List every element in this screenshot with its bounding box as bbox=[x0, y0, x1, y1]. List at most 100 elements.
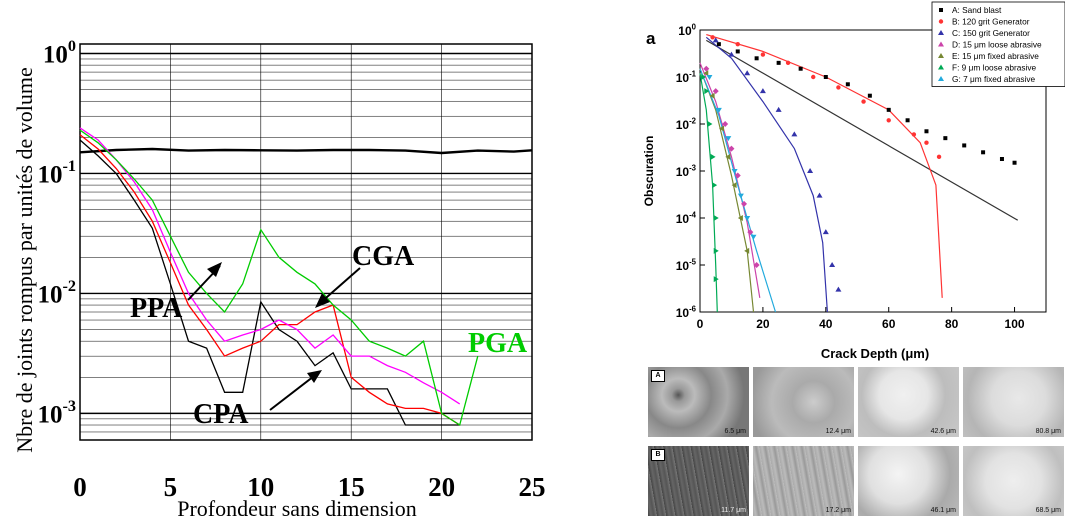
right-data-point bbox=[725, 136, 732, 142]
left-grid bbox=[80, 44, 532, 441]
right-data-point bbox=[731, 182, 737, 189]
right-data-point bbox=[943, 136, 948, 141]
left-y-tick-label: 10-2 bbox=[37, 277, 76, 308]
right-data-point bbox=[760, 52, 766, 57]
annotation-cpa-arrowhead bbox=[307, 370, 322, 383]
micrograph-panel: A 6.5 μm bbox=[648, 367, 749, 437]
right-data-point bbox=[886, 107, 891, 112]
legend-marker bbox=[938, 41, 944, 47]
right-data-point bbox=[776, 60, 781, 65]
left-series-cga bbox=[79, 127, 461, 405]
right-fit-line bbox=[705, 36, 828, 313]
left-x-tick-label: 5 bbox=[164, 472, 178, 502]
legend-marker bbox=[939, 8, 943, 12]
legend-label: E: 15 μm fixed abrasive bbox=[952, 51, 1039, 61]
legend-label: D: 15 μm loose abrasive bbox=[952, 40, 1042, 50]
legend-marker bbox=[938, 64, 944, 70]
right-data-point bbox=[835, 286, 842, 292]
right-data-point bbox=[728, 145, 735, 152]
right-data-point bbox=[744, 247, 750, 254]
annotation-cpa: CPA bbox=[193, 399, 249, 430]
micrograph-caption: 68.5 μm bbox=[1035, 507, 1061, 514]
micrograph-caption: 12.4 μm bbox=[825, 428, 851, 435]
right-data-point bbox=[1012, 160, 1017, 165]
right-data-point bbox=[713, 247, 719, 254]
right-data-point bbox=[735, 49, 740, 54]
legend-marker bbox=[938, 30, 944, 35]
right-x-tick-label: 20 bbox=[756, 317, 770, 331]
right-data-point bbox=[924, 140, 929, 145]
right-data-point bbox=[775, 106, 782, 112]
left-x-axis-label: Profondeur sans dimension bbox=[177, 496, 417, 521]
right-data-point bbox=[744, 70, 751, 76]
right-y-axis-label: Obscuration bbox=[642, 136, 656, 207]
right-data-point bbox=[962, 143, 967, 148]
right-data-point bbox=[798, 66, 803, 71]
right-data-point bbox=[701, 74, 707, 80]
annotation-cga: CGA bbox=[352, 241, 415, 272]
annotation-ppa: PPA bbox=[130, 293, 183, 324]
micrograph-row-a: A 6.5 μm 12.4 μm 42.6 μm 80.8 μm bbox=[648, 367, 1064, 437]
right-data-point bbox=[728, 51, 735, 57]
micrograph-panel: 17.2 μm bbox=[753, 446, 854, 516]
right-y-tick-label: 100 bbox=[678, 23, 696, 38]
right-data-point bbox=[713, 215, 719, 221]
micrograph-panel: 42.6 μm bbox=[858, 367, 959, 437]
micrograph-caption: 46.1 μm bbox=[930, 507, 956, 514]
panel-letter: a bbox=[646, 29, 656, 48]
right-data-point bbox=[886, 118, 891, 123]
left-y-axis-label: Nbre de joints rompus par unités de volu… bbox=[12, 67, 37, 453]
right-data-point bbox=[816, 192, 823, 198]
micrograph-caption: 11.7 μm bbox=[721, 507, 746, 514]
right-data-point bbox=[861, 99, 866, 104]
right-data-point bbox=[719, 125, 725, 132]
legend-marker bbox=[938, 19, 944, 24]
right-data-point bbox=[822, 229, 829, 235]
right-data-point bbox=[713, 276, 719, 283]
right-y-tick-label: 10-1 bbox=[676, 70, 697, 85]
right-data-point bbox=[703, 65, 710, 72]
left-y-tick-label: 10-3 bbox=[37, 397, 76, 428]
micrograph-caption: 6.5 μm bbox=[724, 428, 746, 435]
right-data-point bbox=[731, 169, 738, 174]
right-data-point bbox=[725, 153, 731, 160]
right-data-point bbox=[911, 132, 917, 137]
annotation-cga-arrowhead bbox=[315, 293, 330, 308]
micrograph-caption: 17.2 μm bbox=[825, 507, 851, 514]
left-x-tick-label: 25 bbox=[519, 472, 546, 502]
right-data-point bbox=[722, 121, 729, 127]
micrograph-tag: A bbox=[651, 370, 665, 382]
right-data-point bbox=[744, 216, 751, 221]
legend-label: C: 150 grit Generator bbox=[952, 28, 1030, 38]
right-data-point bbox=[823, 75, 828, 79]
left-tick-labels: 0 5 10 15 20 25 100 10-1 10-2 10-3 bbox=[37, 37, 545, 502]
right-fit-line bbox=[699, 62, 761, 298]
annotation-cpa-arrow bbox=[269, 372, 319, 411]
right-data-point bbox=[710, 153, 716, 160]
left-plot-area bbox=[79, 43, 533, 441]
left-x-tick-label: 20 bbox=[428, 472, 455, 502]
micrograph-caption: 42.6 μm bbox=[930, 428, 956, 435]
right-data-point bbox=[836, 85, 841, 90]
right-data-point bbox=[716, 42, 721, 47]
legend-label: G: 7 μm fixed abrasive bbox=[952, 74, 1036, 84]
right-y-tick-label: 10-4 bbox=[676, 211, 697, 226]
right-data-point bbox=[707, 121, 713, 127]
right-y-tick-label: 10-2 bbox=[676, 117, 697, 132]
left-series-cpa bbox=[79, 134, 461, 426]
micrograph-caption: 80.8 μm bbox=[1035, 428, 1061, 435]
micrograph-panel: 46.1 μm bbox=[858, 446, 959, 516]
legend-marker bbox=[938, 76, 944, 81]
left-series-lines bbox=[79, 127, 533, 427]
right-data-point bbox=[829, 262, 836, 267]
left-y-tick-label: 10-1 bbox=[37, 157, 76, 188]
right-data-point bbox=[710, 35, 715, 40]
right-data-point bbox=[750, 234, 757, 240]
right-fit-line bbox=[699, 68, 777, 313]
right-data-point bbox=[905, 118, 910, 123]
legend-label: A: Sand blast bbox=[952, 5, 1002, 15]
left-chart: 0 5 10 15 20 25 100 10-1 10-2 10-3 Nbre de joints… bbox=[12, 37, 546, 521]
right-data-point bbox=[703, 70, 709, 77]
left-x-tick-label: 15 bbox=[338, 472, 365, 502]
